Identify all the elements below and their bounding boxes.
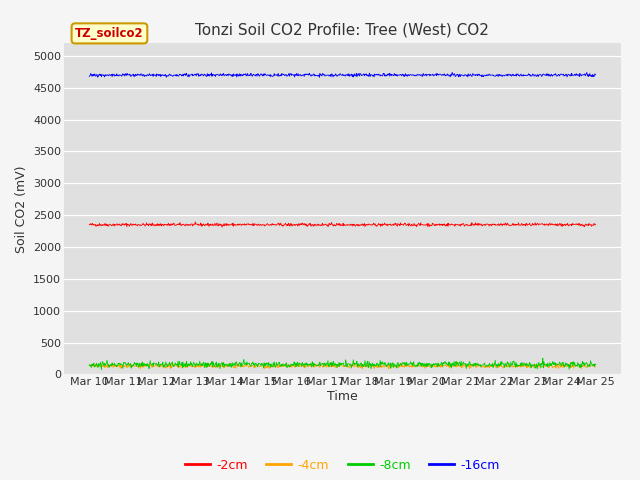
Title: Tonzi Soil CO2 Profile: Tree (West) CO2: Tonzi Soil CO2 Profile: Tree (West) CO2 <box>195 23 490 38</box>
Y-axis label: Soil CO2 (mV): Soil CO2 (mV) <box>15 165 28 252</box>
X-axis label: Time: Time <box>327 390 358 403</box>
Legend: -2cm, -4cm, -8cm, -16cm: -2cm, -4cm, -8cm, -16cm <box>180 454 505 477</box>
Text: TZ_soilco2: TZ_soilco2 <box>75 27 144 40</box>
